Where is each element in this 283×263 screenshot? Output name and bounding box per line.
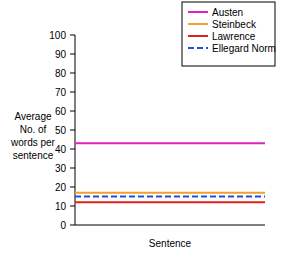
y-tick-label: 100	[49, 30, 66, 41]
y-tick	[70, 187, 75, 188]
y-tick-label: 70	[55, 87, 67, 98]
legend-label: Austen	[212, 7, 243, 18]
legend-swatch	[188, 35, 208, 37]
y-tick	[70, 92, 75, 93]
y-tick-label: 30	[55, 163, 67, 174]
y-axis-label-line: words per	[10, 137, 56, 148]
legend: AustenSteinbeckLawrenceEllegard Norm	[182, 2, 276, 66]
y-tick-label: 80	[55, 68, 67, 79]
y-tick-label: 90	[55, 49, 67, 60]
series-line	[75, 196, 265, 198]
y-tick	[70, 111, 75, 112]
y-tick-label: 10	[55, 201, 67, 212]
legend-swatch	[188, 47, 208, 49]
x-axis-label: Sentence	[149, 238, 192, 249]
y-axis-label-line: No. of	[20, 124, 47, 135]
y-tick-label: 60	[55, 106, 67, 117]
legend-label: Ellegard Norm	[212, 43, 276, 54]
legend-swatch	[188, 11, 208, 13]
y-axis-label: Average No. of words per sentence	[10, 111, 56, 161]
y-axis-label-line: sentence	[13, 150, 54, 161]
y-tick	[70, 168, 75, 169]
y-axis-label-line: Average	[14, 111, 52, 122]
y-tick	[70, 35, 75, 36]
series-line	[75, 201, 265, 203]
y-tick	[70, 225, 75, 226]
y-tick	[70, 149, 75, 150]
legend-label: Steinbeck	[212, 19, 257, 30]
legend-box	[182, 2, 275, 66]
series-line	[75, 142, 265, 144]
y-tick-label: 40	[55, 144, 67, 155]
series-line	[75, 192, 265, 194]
y-tick	[70, 73, 75, 74]
y-tick	[70, 130, 75, 131]
y-tick-label: 20	[55, 182, 67, 193]
legend-swatch	[188, 23, 208, 25]
legend-label: Lawrence	[212, 31, 256, 42]
y-tick-label: 50	[55, 125, 67, 136]
y-tick	[70, 54, 75, 55]
y-tick	[70, 206, 75, 207]
x-axis	[75, 225, 265, 226]
y-tick-label: 0	[60, 220, 66, 231]
plot-area	[75, 143, 265, 202]
chart: 0 10 20 30 40 50 60 70 80 90 100 Average No. of words…	[0, 0, 283, 263]
